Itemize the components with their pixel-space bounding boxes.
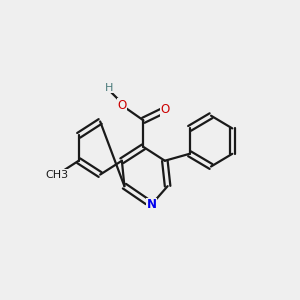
Text: CH3: CH3	[46, 169, 69, 180]
Text: O: O	[117, 99, 127, 112]
Text: O: O	[117, 99, 127, 112]
Text: H: H	[105, 83, 113, 93]
Text: N: N	[146, 198, 156, 211]
Text: O: O	[160, 103, 170, 116]
